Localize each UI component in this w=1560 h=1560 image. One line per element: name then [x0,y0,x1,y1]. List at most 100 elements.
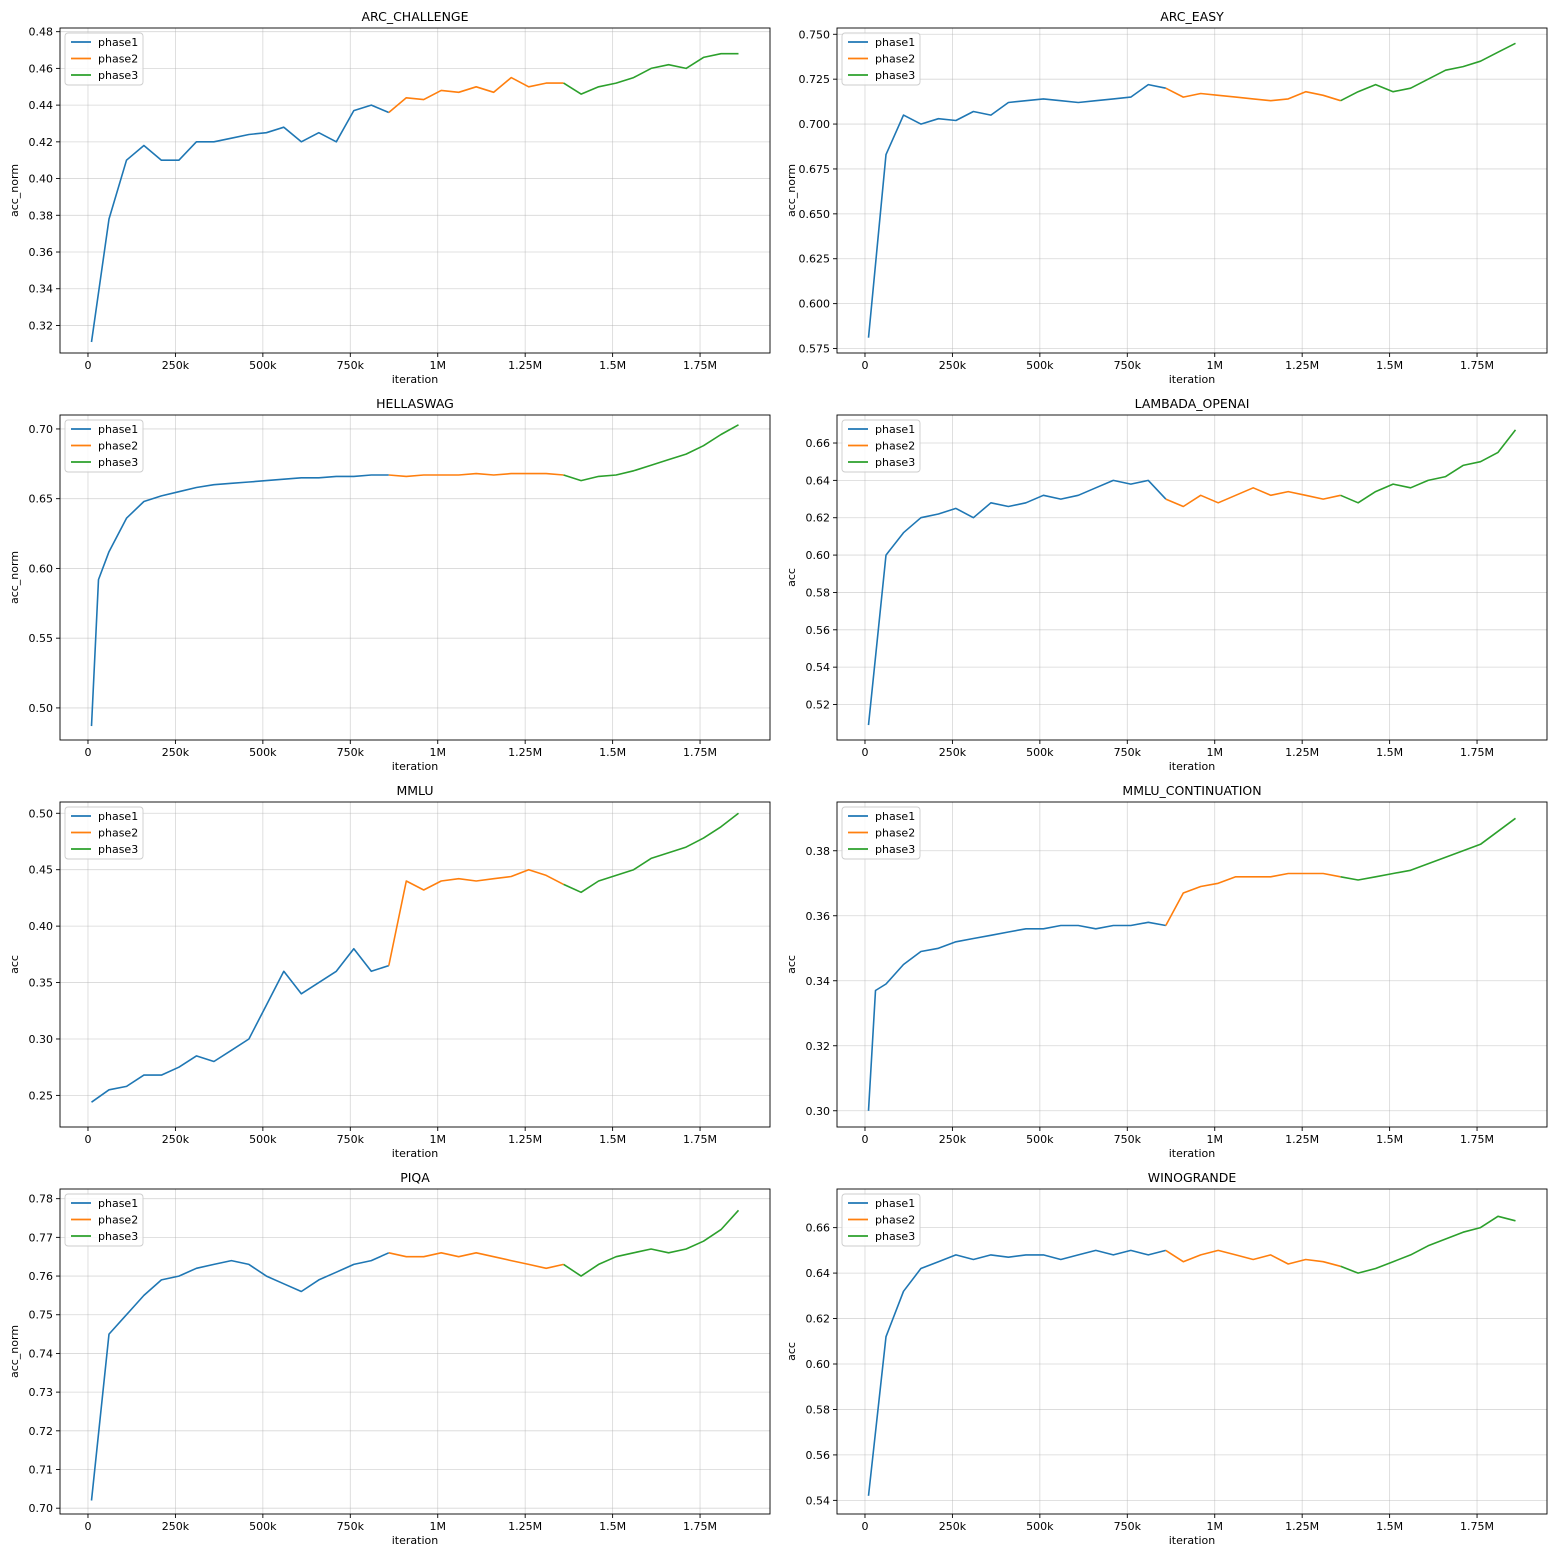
chart-7: 0 250k 500k 750k 1M 1.25M 1.5M 1.75M 0.54 0.56 0.5… [785,1170,1548,1547]
chart-3-legend-label-phase3: phase3 [875,456,915,469]
chart-3-xtick-label-4: 1M [1206,746,1223,759]
chart-4-ytick-label-3: 0.40 [29,920,54,933]
chart-3-xlabel: iteration [1169,760,1215,773]
chart-4-xtick-label-5: 1.25M [508,1133,542,1146]
chart-2-series-phase1 [90,474,389,727]
chart-3-legend: phase1 phase2 phase3 [841,419,921,473]
chart-0-frame [59,27,771,354]
chart-5-ylabel: acc [785,955,798,974]
chart-3-xtick-label-5: 1.25M [1285,746,1319,759]
chart-2-ytick-label-0: 0.50 [29,702,54,715]
chart-2-legend-label-phase2: phase2 [98,440,138,453]
chart-6-ytick-label-0: 0.70 [29,1502,54,1515]
chart-0-xlabel: iteration [392,373,438,386]
chart-7-legend-label-phase3: phase3 [875,1230,915,1243]
chart-2-ytick-label-3: 0.65 [29,493,54,506]
chart-0-xtick-label-1: 250k [162,359,190,372]
chart-7-legend-label-phase1: phase1 [875,1197,915,1210]
chart-5-xtick-label-7: 1.75M [1460,1133,1494,1146]
chart-3-xtick-label-1: 250k [939,746,967,759]
chart-2-xtick-label-6: 1.5M [599,746,626,759]
chart-7-ytick-label-2: 0.58 [806,1403,831,1416]
chart-4-xlabel: iteration [392,1147,438,1160]
chart-3-ytick-label-7: 0.66 [806,437,831,450]
chart-6-title: PIQA [400,1170,430,1185]
chart-7-legend-label-phase2: phase2 [875,1214,915,1227]
chart-1-series-phase3 [1340,42,1516,102]
chart-3-series-phase1 [867,479,1167,726]
chart-1-ytick-label-0: 0.575 [799,343,831,356]
chart-4-ytick-label-5: 0.50 [29,807,54,820]
chart-0-xtick-label-5: 1.25M [508,359,542,372]
chart-2-series-phase2 [388,472,564,478]
chart-5-xtick-label-0: 0 [861,1133,868,1146]
chart-3-series-phase3 [1340,429,1517,504]
chart-3-legend-label-phase1: phase1 [875,423,915,436]
chart-3-ylabel: acc [785,568,798,587]
chart-6-frame [59,1188,771,1515]
chart-3-ytick-label-4: 0.60 [806,549,831,562]
chart-7-xtick-label-3: 750k [1114,1520,1142,1533]
chart-5-title: MMLU_CONTINUATION [1122,783,1261,798]
chart-2-legend: phase1 phase2 phase3 [64,419,144,473]
chart-5-legend-label-phase1: phase1 [875,810,915,823]
chart-1-ytick-label-1: 0.600 [799,298,831,311]
chart-7-series-phase2 [1165,1249,1341,1268]
chart-5-legend-label-phase3: phase3 [875,843,915,856]
chart-1: 0 250k 500k 750k 1M 1.25M 1.5M 1.75M 0.575 0.600 0… [785,9,1548,386]
chart-0-legend: phase1 phase2 phase3 [64,32,144,86]
chart-4-xtick-label-0: 0 [84,1133,91,1146]
chart-5-ytick-label-0: 0.30 [806,1105,831,1118]
chart-6-xtick-label-0: 0 [84,1520,91,1533]
chart-3-ytick-label-3: 0.58 [806,586,831,599]
chart-3-xtick-label-2: 500k [1026,746,1054,759]
chart-3-frame [836,414,1548,741]
chart-0-legend-label-phase1: phase1 [98,36,138,49]
chart-5-series-phase2 [1165,872,1341,926]
chart-6-xlabel: iteration [392,1534,438,1547]
chart-7-legend: phase1 phase2 phase3 [841,1193,921,1247]
chart-7-ytick-label-3: 0.60 [806,1358,831,1371]
chart-2-xtick-label-4: 1M [429,746,446,759]
chart-4-ytick-label-1: 0.30 [29,1033,54,1046]
chart-6-ytick-label-7: 0.77 [29,1231,54,1244]
chart-0-title: ARC_CHALLENGE [361,9,468,24]
chart-2-series-phase3 [563,424,739,482]
chart-7-xtick-label-4: 1M [1206,1520,1223,1533]
chart-5-xtick-label-5: 1.25M [1285,1133,1319,1146]
chart-0-ytick-label-6: 0.44 [29,99,54,112]
chart-1-xtick-label-0: 0 [861,359,868,372]
chart-7-ytick-label-4: 0.62 [806,1313,831,1326]
chart-0-xtick-label-4: 1M [429,359,446,372]
chart-3-xtick-label-0: 0 [861,746,868,759]
chart-4-series-phase3 [563,812,739,894]
chart-5-legend-label-phase2: phase2 [875,827,915,840]
chart-0-legend-label-phase2: phase2 [98,53,138,66]
chart-4-legend-label-phase2: phase2 [98,827,138,840]
chart-7-ytick-label-5: 0.64 [806,1267,831,1280]
chart-4-xtick-label-4: 1M [429,1133,446,1146]
chart-4-frame [59,801,771,1128]
chart-4-legend-label-phase3: phase3 [98,843,138,856]
chart-1-xlabel: iteration [1169,373,1215,386]
chart-1-ytick-label-4: 0.675 [799,163,831,176]
chart-2-title: HELLASWAG [376,396,454,411]
chart-2-ytick-label-1: 0.55 [29,632,54,645]
chart-1-legend-box [841,32,921,86]
chart-7-ytick-label-1: 0.56 [806,1449,831,1462]
chart-7-series-phase3 [1340,1215,1516,1274]
chart-3-ytick-label-5: 0.62 [806,512,831,525]
chart-5-legend: phase1 phase2 phase3 [841,806,921,860]
chart-4: 0 250k 500k 750k 1M 1.25M 1.5M 1.75M 0.25 0.30 0.3… [8,783,771,1160]
chart-5-ytick-label-4: 0.38 [806,845,831,858]
chart-5: 0 250k 500k 750k 1M 1.25M 1.5M 1.75M 0.30 0.32 0.3… [785,783,1548,1160]
chart-2-xtick-label-1: 250k [162,746,190,759]
chart-7-xtick-label-2: 500k [1026,1520,1054,1533]
chart-4-ytick-label-4: 0.45 [29,864,54,877]
chart-5-legend-box [841,806,921,860]
chart-1-series-phase1 [867,83,1166,338]
chart-6-xtick-label-6: 1.5M [599,1520,626,1533]
chart-0-series-phase1 [90,104,390,343]
chart-7-xtick-label-5: 1.25M [1285,1520,1319,1533]
